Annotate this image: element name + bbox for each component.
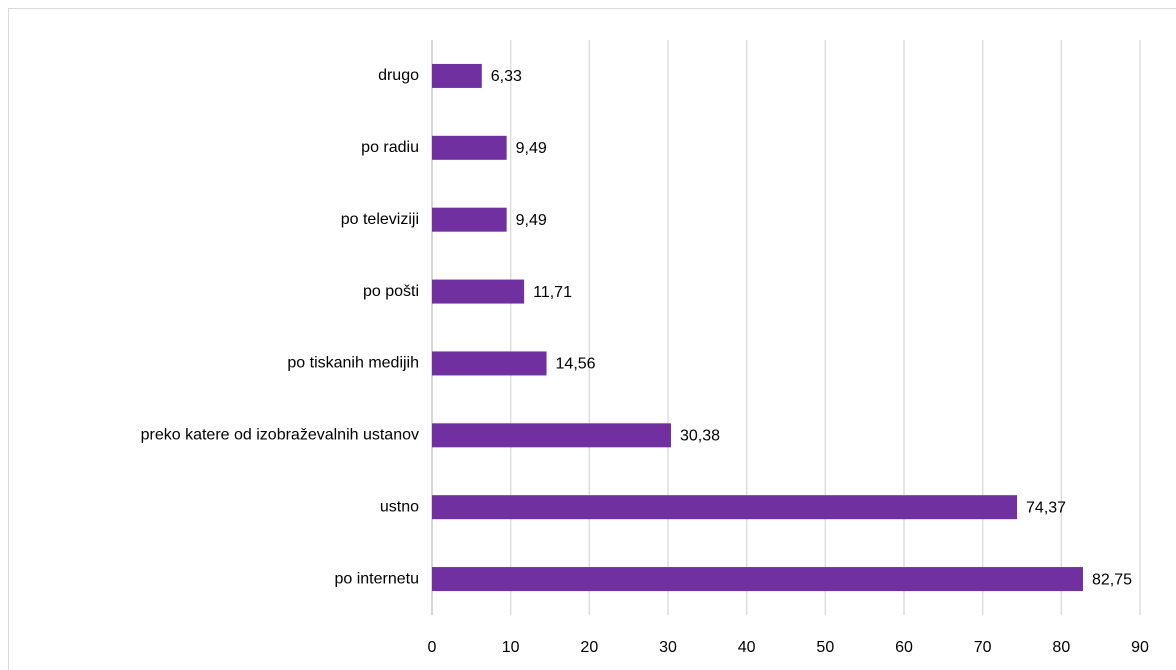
y-tick-label: drugo [378,67,419,84]
bar [432,135,507,160]
value-label: 6,33 [491,68,522,85]
y-tick-label: ustno [380,498,419,515]
x-tick-label: 60 [895,639,913,656]
x-tick-label: 50 [816,639,834,656]
value-label: 9,49 [516,140,547,157]
y-tick-label: preko katere od izobraževalnih ustanov [141,427,419,444]
value-label: 82,75 [1092,571,1132,588]
bar [432,567,1083,592]
y-tick-label: po tiskanih medijih [287,355,419,372]
x-tick-label: 0 [428,639,437,656]
value-label: 11,71 [533,284,572,301]
x-tick-label: 30 [659,639,677,656]
y-tick-label: po pošti [363,283,419,300]
y-tick-label: po internetu [334,570,419,587]
bar [432,279,525,304]
bar [432,63,482,88]
x-tick-label: 90 [1131,639,1149,656]
y-tick-label: po televiziji [341,211,419,228]
x-tick-label: 80 [1052,639,1070,656]
bar [432,423,671,448]
x-tick-label: 20 [580,639,598,656]
value-label: 74,37 [1026,499,1066,516]
y-tick-label: po radiu [361,139,419,156]
bar [432,207,507,232]
bar [432,495,1018,520]
value-label: 30,38 [680,428,720,445]
chart-border [8,8,1176,670]
x-tick-label: 10 [502,639,520,656]
value-label: 14,56 [556,356,596,373]
x-tick-label: 70 [974,639,992,656]
x-tick-label: 40 [738,639,756,656]
value-label: 9,49 [516,212,547,229]
bar [432,351,547,376]
